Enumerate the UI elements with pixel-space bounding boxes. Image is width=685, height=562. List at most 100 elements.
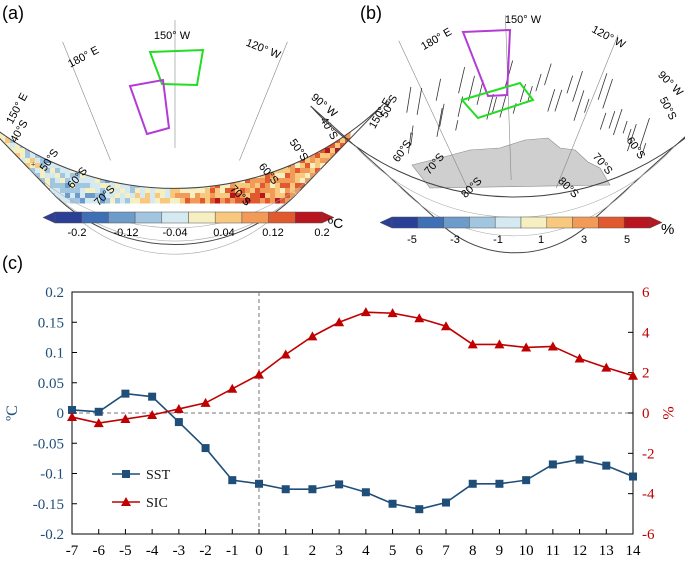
sst-cell bbox=[190, 128, 196, 134]
sst-cell bbox=[155, 53, 161, 59]
sst-cell bbox=[135, 63, 141, 69]
sst-cell bbox=[75, 33, 81, 39]
sst-cell bbox=[65, 48, 71, 54]
sst-cell bbox=[110, 43, 116, 49]
sst-cell bbox=[75, 113, 81, 119]
sst-cell bbox=[125, 188, 131, 194]
significance-mark: + bbox=[186, 106, 191, 115]
sst-cell bbox=[55, 83, 61, 89]
sst-cell bbox=[290, 183, 296, 189]
sst-cell bbox=[255, 138, 261, 144]
sst-cell bbox=[230, 138, 236, 144]
sst-cell bbox=[330, 183, 336, 189]
sst-cell bbox=[255, 158, 261, 164]
sst-cell bbox=[240, 93, 246, 99]
sic-cell bbox=[400, 100, 406, 106]
sst-cell bbox=[285, 183, 291, 189]
meridian bbox=[62, 41, 111, 161]
sst-cell bbox=[65, 168, 71, 174]
sst-cell bbox=[125, 163, 131, 169]
sst-cell bbox=[70, 123, 76, 129]
sst-cell bbox=[100, 163, 106, 169]
sst-cell bbox=[305, 83, 311, 89]
sic-cell bbox=[635, 110, 641, 116]
sst-cell bbox=[310, 48, 316, 54]
wind-arrow bbox=[622, 120, 628, 134]
sst-cell bbox=[5, 193, 11, 199]
sst-cell bbox=[20, 188, 26, 194]
sst-cell bbox=[290, 104, 296, 109]
sst-cell bbox=[210, 173, 216, 179]
sst-cell bbox=[110, 104, 116, 109]
sst-cell bbox=[160, 18, 166, 24]
sst-cell bbox=[115, 113, 121, 119]
sic-cell bbox=[515, 75, 521, 81]
sic-cell bbox=[540, 65, 546, 71]
sst-cell bbox=[305, 88, 311, 94]
sic-cell bbox=[470, 65, 476, 71]
sst-cell bbox=[65, 188, 71, 194]
sst-cell bbox=[15, 43, 21, 49]
sst-cell bbox=[235, 33, 241, 39]
sic-cell bbox=[645, 145, 651, 151]
sst-cell bbox=[225, 58, 231, 64]
sst-cell bbox=[195, 93, 201, 99]
sst-cell bbox=[25, 173, 31, 179]
sst-cell bbox=[260, 28, 266, 34]
colorbar-swatch bbox=[108, 211, 136, 224]
sic-cell bbox=[525, 65, 531, 71]
sst-cell bbox=[205, 88, 211, 94]
sst-cell bbox=[175, 168, 181, 174]
sst-cell bbox=[35, 143, 41, 149]
sst-cell bbox=[330, 178, 336, 184]
sst-cell bbox=[55, 183, 61, 189]
sst-cell bbox=[285, 83, 291, 89]
sic-cell bbox=[590, 105, 596, 111]
sst-cell bbox=[165, 188, 171, 194]
sst-cell bbox=[135, 68, 141, 74]
sst-cell bbox=[210, 23, 216, 29]
sst-cell bbox=[200, 198, 206, 204]
sst-cell bbox=[230, 28, 236, 34]
sst-cell bbox=[250, 193, 256, 199]
lat-label: 60°S bbox=[624, 135, 648, 162]
sst-cell bbox=[325, 173, 331, 179]
sst-cell bbox=[280, 193, 286, 199]
sst-cell bbox=[285, 123, 291, 129]
sst-cell bbox=[100, 78, 106, 84]
sst-cell bbox=[215, 48, 221, 54]
sic-cell bbox=[560, 95, 566, 101]
sst-cell bbox=[215, 33, 221, 39]
sst-cell bbox=[150, 104, 156, 109]
sst-cell bbox=[235, 48, 241, 54]
sst-cell bbox=[285, 178, 291, 184]
sst-cell bbox=[70, 143, 76, 149]
point-sst bbox=[468, 479, 477, 488]
sic-cell bbox=[605, 115, 611, 121]
sst-cell bbox=[200, 38, 206, 44]
sst-cell bbox=[65, 193, 71, 199]
sic-cell bbox=[585, 90, 591, 96]
sst-cell bbox=[60, 113, 66, 119]
sic-cell bbox=[460, 85, 466, 91]
sst-cell bbox=[145, 113, 151, 119]
sst-cell bbox=[245, 153, 251, 159]
sic-cell bbox=[555, 90, 561, 96]
sst-cell bbox=[295, 163, 301, 169]
sst-cell bbox=[150, 73, 156, 79]
sst-cell bbox=[55, 178, 61, 184]
sst-cell bbox=[85, 18, 91, 24]
sst-cell bbox=[175, 178, 181, 184]
sst-cell bbox=[295, 178, 301, 184]
sic-cell bbox=[455, 75, 461, 81]
sst-cell bbox=[280, 68, 286, 74]
sst-cell bbox=[310, 188, 316, 194]
sst-cell bbox=[60, 78, 66, 84]
sst-cell bbox=[75, 93, 81, 99]
sst-cell bbox=[165, 183, 171, 189]
sst-cell bbox=[245, 158, 251, 164]
sst-cell bbox=[95, 193, 101, 199]
sst-cell bbox=[265, 143, 271, 149]
sst-cell bbox=[100, 118, 106, 124]
wind-arrow bbox=[597, 73, 608, 100]
